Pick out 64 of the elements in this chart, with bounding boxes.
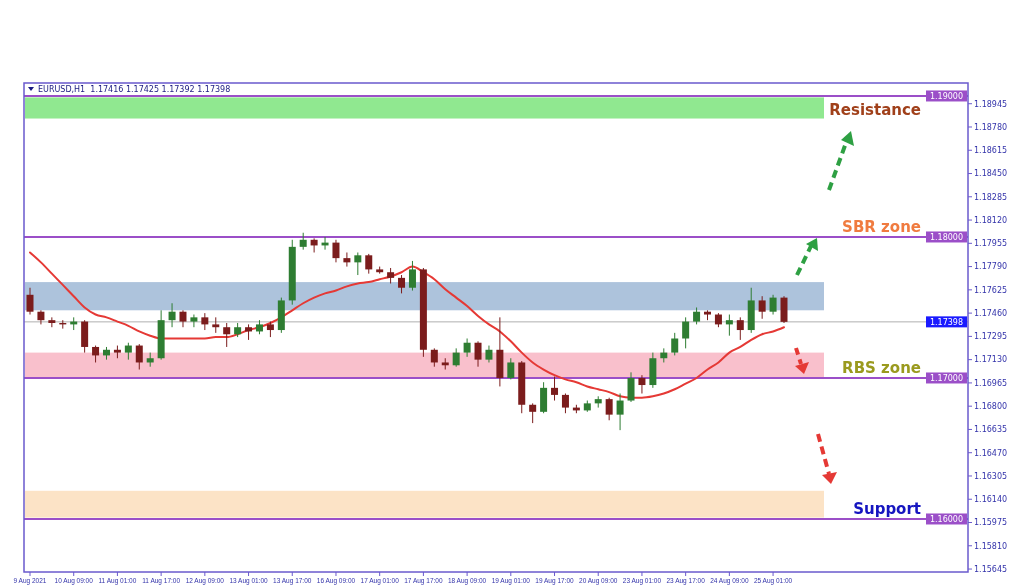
annotation: Resistance — [829, 100, 921, 119]
y-tick-label: 1.15645 — [974, 564, 1008, 574]
candlestick — [190, 314, 198, 328]
y-tick-label: 1.15975 — [974, 518, 1008, 528]
y-tick-label: 1.17460 — [974, 308, 1008, 318]
candlestick — [725, 314, 733, 337]
candlestick — [452, 347, 460, 368]
annotation: SBR zone — [842, 217, 921, 236]
annotation: RBS zone — [842, 358, 921, 377]
candlestick — [430, 347, 438, 368]
candlestick — [365, 253, 373, 275]
candlestick — [540, 381, 548, 414]
y-tick-label: 1.16635 — [974, 425, 1008, 435]
y-tick-label: 1.18120 — [974, 215, 1008, 225]
y-tick-label: 1.15810 — [974, 541, 1008, 551]
chart-title: EURUSD,H1 1.17416 1.17425 1.17392 1.17398 — [38, 85, 231, 94]
candlestick — [474, 340, 482, 368]
y-tick-label: 1.18780 — [974, 122, 1008, 132]
line-series — [29, 251, 785, 399]
candlestick — [561, 392, 569, 414]
candlestick — [354, 251, 362, 276]
y-tick-label: 1.18615 — [974, 146, 1008, 156]
candlestick — [135, 343, 143, 371]
ref-line-label: 1.17000 — [929, 373, 964, 383]
y-tick-label: 1.17790 — [974, 262, 1008, 272]
candlestick — [398, 274, 406, 294]
y-tick-label: 1.17955 — [974, 239, 1008, 249]
annotation: Support — [853, 499, 921, 518]
y-tick-label: 1.16470 — [974, 448, 1008, 458]
candlestick — [26, 287, 34, 316]
y-tick-label: 1.16305 — [974, 471, 1008, 481]
ref-line-label: 1.18000 — [929, 232, 964, 242]
y-tick-label: 1.18285 — [974, 192, 1008, 202]
y-tick-label: 1.17295 — [974, 332, 1008, 342]
candlestick — [310, 237, 318, 253]
candlestick — [769, 294, 777, 316]
y-tick-label: 1.18450 — [974, 169, 1008, 179]
candlestick — [408, 260, 416, 292]
candlestick — [168, 302, 176, 328]
y-tick-label: 1.16140 — [974, 495, 1008, 505]
y-tick-label: 1.16965 — [974, 378, 1008, 388]
candlestick — [671, 332, 679, 356]
ref-line-label: 1.16000 — [929, 514, 964, 524]
candlestick — [529, 402, 537, 424]
candlestick — [463, 338, 471, 358]
candlestick — [223, 322, 231, 348]
candlestick — [332, 239, 340, 263]
candlestick — [638, 374, 646, 394]
candlestick — [343, 251, 351, 268]
candlestick — [736, 316, 744, 341]
y-tick-label: 1.17625 — [974, 285, 1008, 295]
y-tick-label: 1.16800 — [974, 401, 1008, 411]
y-tick-label: 1.18945 — [974, 99, 1008, 109]
candlestick — [682, 316, 690, 349]
candlestick — [627, 371, 635, 403]
ref-line-label: 1.17398 — [929, 317, 964, 327]
candlestick — [48, 316, 56, 328]
candlestick — [507, 357, 515, 380]
candlestick — [616, 392, 624, 431]
candlestick — [605, 397, 613, 421]
candlestick — [551, 376, 559, 402]
y-tick-label: 1.17130 — [974, 355, 1008, 365]
ref-line-label: 1.19000 — [929, 91, 964, 101]
candlestick — [758, 295, 766, 320]
